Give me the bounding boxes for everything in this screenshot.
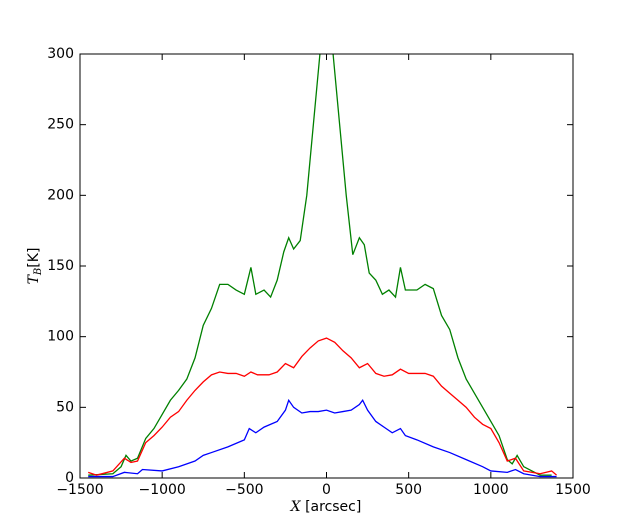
x-axis-symbol: X: [290, 499, 302, 515]
y-tick-label: 50: [56, 399, 74, 415]
y-axis-unit: [K]: [26, 248, 42, 268]
x-axis-label: X [arcsec]: [290, 499, 362, 515]
y-tick-label: 100: [47, 329, 74, 345]
x-tick-label: 0: [322, 482, 331, 498]
y-tick-label: 250: [47, 117, 74, 133]
y-tick-label: 0: [65, 470, 74, 486]
data-line: [88, 54, 552, 476]
x-tick-label: 500: [395, 482, 422, 498]
x-tick-label: 1000: [473, 482, 509, 498]
data-line: [88, 398, 557, 478]
data-line: [88, 337, 557, 476]
y-tick-label: 300: [47, 46, 74, 62]
x-tick-label: 1500: [555, 482, 591, 498]
y-axis-subscript: B: [33, 268, 44, 276]
plot-lines: [88, 54, 557, 478]
y-axis-label: TB[K]: [26, 248, 44, 285]
x-tick-label: −1000: [138, 482, 185, 498]
x-axis-unit: [arcsec]: [305, 499, 361, 515]
y-axis-symbol: T: [26, 273, 42, 284]
y-tick-label: 150: [47, 258, 74, 274]
x-tick-label: −500: [225, 482, 263, 498]
y-tick-label: 200: [47, 187, 74, 203]
x-tick-label: −1500: [56, 482, 103, 498]
